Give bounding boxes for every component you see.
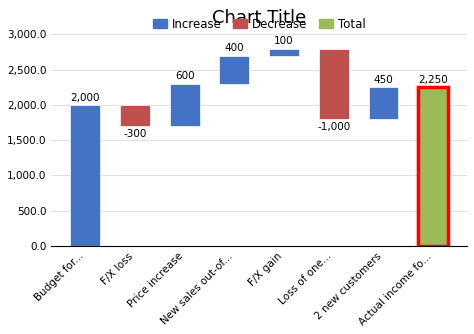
Text: -300: -300 <box>123 129 146 139</box>
Text: 2,250: 2,250 <box>419 75 448 85</box>
Bar <box>319 48 349 119</box>
Title: Chart Title: Chart Title <box>212 9 306 27</box>
Bar <box>419 88 448 246</box>
Bar <box>70 105 100 246</box>
Bar <box>120 105 150 126</box>
Text: 100: 100 <box>274 36 294 46</box>
Bar <box>419 88 448 246</box>
Bar <box>369 88 399 119</box>
Text: 450: 450 <box>374 75 393 85</box>
Bar <box>170 84 200 126</box>
Text: 600: 600 <box>175 71 194 81</box>
Text: 2,000: 2,000 <box>70 93 100 103</box>
Bar <box>219 56 249 84</box>
Bar <box>269 48 299 56</box>
Legend: Increase, Decrease, Total: Increase, Decrease, Total <box>148 13 371 35</box>
Text: 400: 400 <box>225 43 244 53</box>
Text: -1,000: -1,000 <box>317 122 350 132</box>
